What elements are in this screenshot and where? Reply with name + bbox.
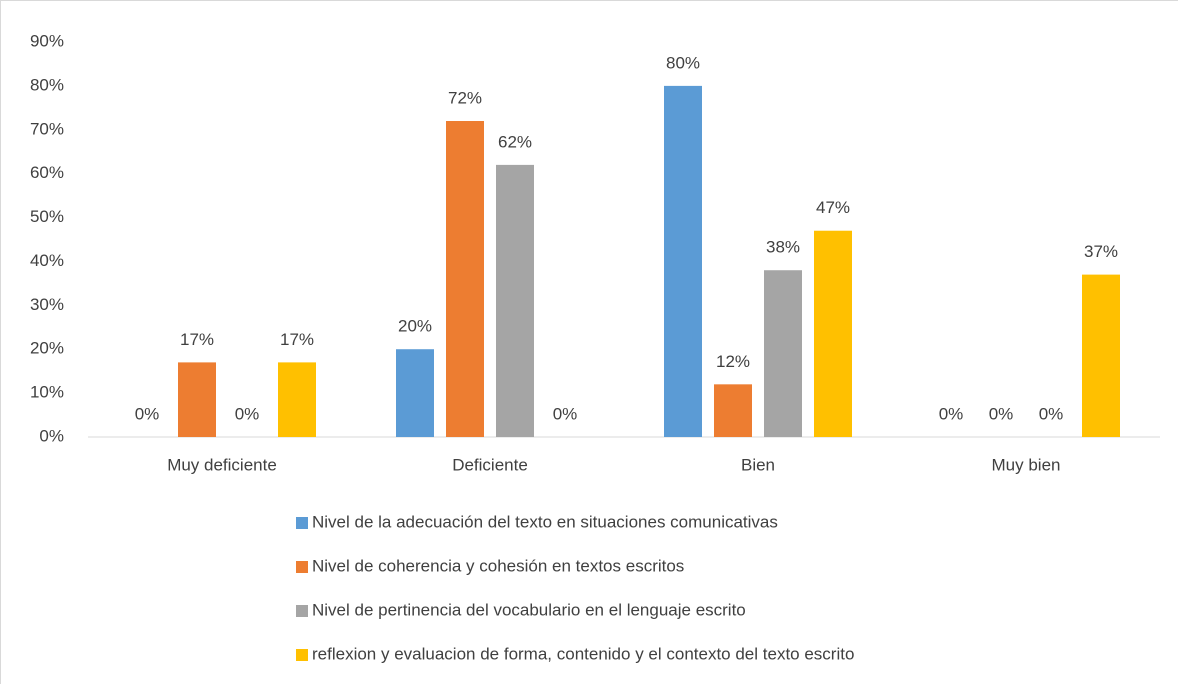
bar (496, 164, 534, 437)
data-label: 0% (939, 404, 964, 423)
bar (814, 230, 852, 437)
legend-label: reflexion y evaluacion de forma, conteni… (312, 644, 854, 663)
legend-label: Nivel de coherencia y cohesión en textos… (312, 556, 684, 575)
bar (764, 270, 802, 437)
x-tick-label: Deficiente (452, 455, 528, 474)
y-tick-label: 10% (30, 383, 64, 402)
x-tick-label: Muy deficiente (167, 455, 277, 474)
data-label: 38% (766, 238, 800, 257)
legend-label: Nivel de la adecuación del texto en situ… (312, 512, 778, 531)
legend-label: Nivel de pertinencia del vocabulario en … (312, 600, 746, 619)
bar (278, 362, 316, 437)
legend-swatch (296, 649, 308, 661)
y-tick-label: 60% (30, 163, 64, 182)
y-tick-label: 20% (30, 339, 64, 358)
data-label: 80% (666, 53, 700, 72)
data-label: 12% (716, 352, 750, 371)
data-label: 0% (553, 404, 578, 423)
data-label: 37% (1084, 242, 1118, 261)
bar (664, 85, 702, 437)
x-tick-label: Muy bien (992, 455, 1061, 474)
y-tick-label: 50% (30, 207, 64, 226)
data-label: 20% (398, 317, 432, 336)
y-tick-label: 30% (30, 295, 64, 314)
y-tick-label: 0% (39, 426, 64, 445)
legend-swatch (296, 561, 308, 573)
x-tick-label: Bien (741, 455, 775, 474)
data-label: 17% (280, 330, 314, 349)
data-label: 47% (816, 198, 850, 217)
y-tick-label: 70% (30, 119, 64, 138)
data-label: 17% (180, 330, 214, 349)
data-label: 72% (448, 88, 482, 107)
y-tick-label: 90% (30, 31, 64, 50)
y-tick-label: 40% (30, 251, 64, 270)
data-label: 0% (135, 404, 160, 423)
legend-swatch (296, 605, 308, 617)
bar (446, 121, 484, 437)
bar (396, 349, 434, 437)
bar (714, 384, 752, 437)
data-label: 62% (498, 132, 532, 151)
bar (178, 362, 216, 437)
bar (1082, 274, 1120, 437)
data-label: 0% (235, 404, 260, 423)
data-label: 0% (989, 404, 1014, 423)
data-label: 0% (1039, 404, 1064, 423)
y-tick-label: 80% (30, 75, 64, 94)
legend-swatch (296, 517, 308, 529)
